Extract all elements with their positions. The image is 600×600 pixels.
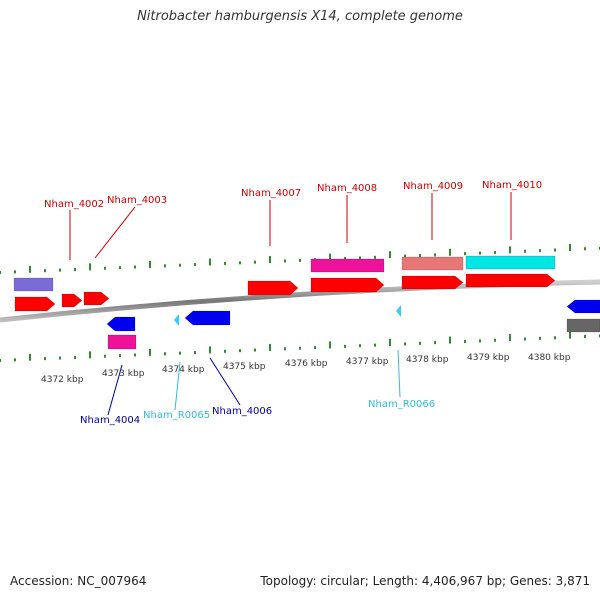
gene-label[interactable]: Nham_4008 — [317, 183, 377, 194]
accession-text: Accession: NC_007964 — [10, 574, 147, 588]
gene-feature[interactable] — [13, 277, 54, 292]
gene-labels: Nham_4002 Nham_4003 Nham_4007 Nham_4008 Nham… — [44, 180, 542, 426]
axis-tick-label: 4379 kbp — [467, 353, 510, 363]
gene-feature[interactable] — [310, 258, 385, 273]
gene-label[interactable]: Nham_4007 — [241, 188, 301, 199]
gene-feature[interactable] — [465, 273, 556, 288]
genome-summary-text: Topology: circular; Length: 4,406,967 bp… — [260, 574, 590, 588]
gene-feature[interactable] — [465, 255, 556, 270]
axis-tick-label: 4376 kbp — [285, 359, 328, 369]
gene-features — [13, 255, 600, 350]
axis-tick-label: 4373 kbp — [102, 369, 145, 379]
genome-title: Nitrobacter hamburgensis X14, complete g… — [137, 9, 463, 24]
axis-tick-labels: 4372 kbp 4373 kbp 4374 kbp 4375 kbp 4376 kbp… — [41, 353, 571, 385]
gene-label[interactable]: Nham_4006 — [212, 406, 272, 417]
gene-feature[interactable] — [107, 334, 137, 350]
gene-label[interactable]: Nham_4010 — [482, 180, 542, 191]
gene-feature[interactable] — [106, 316, 136, 332]
gene-feature[interactable] — [401, 275, 464, 290]
axis-tick-label: 4377 kbp — [346, 357, 389, 367]
gene-label[interactable]: Nham_R0065 — [143, 410, 210, 421]
gene-label[interactable]: Nham_R0066 — [368, 399, 435, 410]
gene-feature[interactable] — [61, 293, 83, 308]
gene-feature[interactable] — [401, 256, 464, 271]
gene-feature[interactable] — [566, 318, 600, 333]
label-leader-lines — [69, 192, 512, 416]
axis-tick-label: 4375 kbp — [223, 362, 266, 372]
rna-feature[interactable] — [396, 305, 401, 317]
gene-label[interactable]: Nham_4003 — [107, 195, 167, 206]
leader-line — [94, 206, 136, 259]
tick-row-bottom — [0, 331, 600, 362]
gene-feature[interactable] — [184, 310, 231, 326]
axis-tick-label: 4380 kbp — [528, 353, 571, 363]
gene-label[interactable]: Nham_4004 — [80, 415, 140, 426]
leader-line — [107, 364, 123, 416]
axis-tick-label: 4374 kbp — [162, 365, 205, 375]
leader-line — [209, 357, 241, 406]
gene-feature[interactable] — [247, 280, 299, 296]
gene-feature[interactable] — [310, 277, 385, 293]
rna-feature[interactable] — [174, 314, 179, 326]
leader-line — [397, 349, 401, 398]
axis-tick-label: 4378 kbp — [406, 355, 449, 365]
gene-feature[interactable] — [566, 299, 600, 314]
axis-tick-label: 4372 kbp — [41, 375, 84, 385]
gene-label[interactable]: Nham_4009 — [403, 181, 463, 192]
gene-feature[interactable] — [83, 291, 110, 306]
gene-feature[interactable] — [14, 296, 56, 312]
leader-line — [174, 361, 181, 411]
gene-label[interactable]: Nham_4002 — [44, 199, 104, 210]
